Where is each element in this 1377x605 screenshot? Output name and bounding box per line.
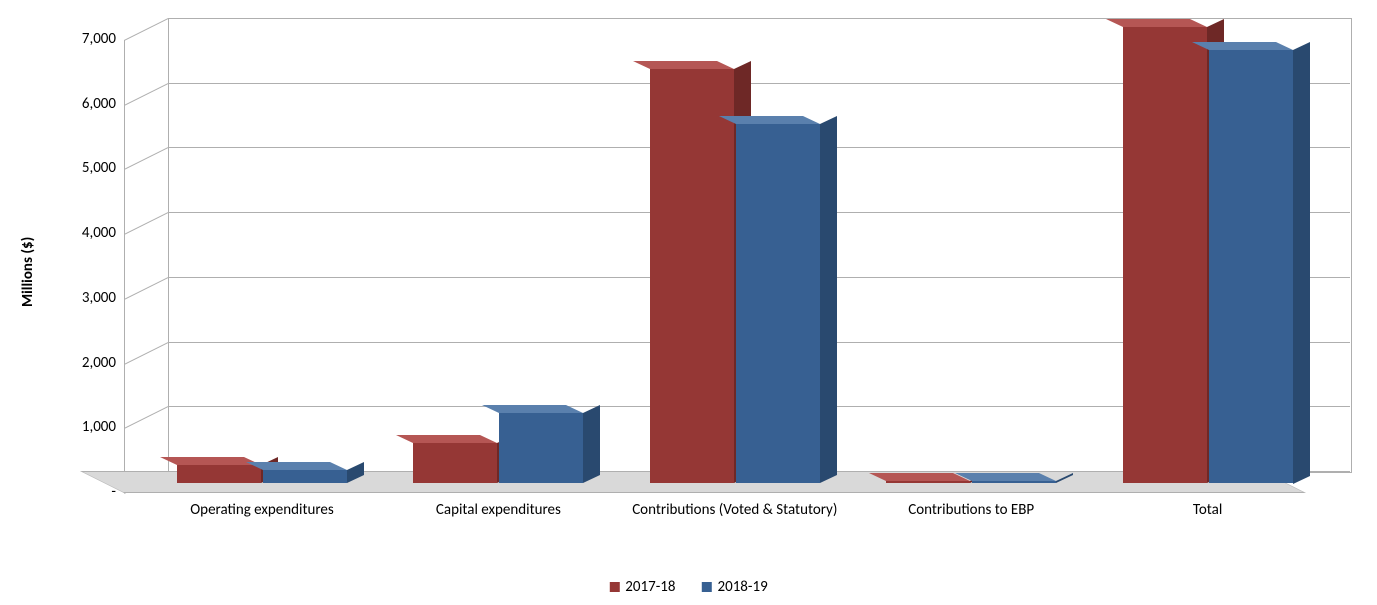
bar bbox=[413, 443, 497, 483]
gridline-side bbox=[124, 18, 168, 41]
gridline-side bbox=[124, 406, 168, 429]
bar bbox=[177, 465, 261, 483]
front-left-edge bbox=[124, 40, 125, 493]
bar bbox=[886, 481, 970, 483]
category-label: Contributions to EBP bbox=[866, 501, 1076, 519]
legend-item-2017-18: 2017-18 bbox=[609, 578, 675, 596]
bar bbox=[736, 124, 820, 483]
category-label: Capital expenditures bbox=[393, 501, 603, 519]
legend-swatch-2018-19 bbox=[702, 582, 712, 592]
bar bbox=[263, 470, 347, 483]
category-label: Operating expenditures bbox=[157, 501, 367, 519]
gridline-side bbox=[124, 83, 168, 106]
bar bbox=[499, 413, 583, 483]
legend-label-2018-19: 2018-19 bbox=[718, 578, 768, 596]
category-label: Total bbox=[1103, 501, 1313, 519]
bar bbox=[1209, 50, 1293, 484]
expenditures-bar3d-chart: Millions ($) -1,0002,0003,0004,0005,0006… bbox=[0, 0, 1377, 605]
gridline-side bbox=[124, 147, 168, 170]
legend-item-2018-19: 2018-19 bbox=[702, 578, 768, 596]
legend-swatch-2017-18 bbox=[609, 582, 619, 592]
bar bbox=[972, 481, 1056, 483]
bar bbox=[1123, 27, 1207, 483]
gridline-side bbox=[124, 212, 168, 235]
category-label: Contributions (Voted & Statutory) bbox=[630, 501, 840, 519]
chart-legend: 2017-18 2018-19 bbox=[609, 578, 767, 596]
bar bbox=[650, 69, 734, 483]
legend-label-2017-18: 2017-18 bbox=[625, 578, 675, 596]
gridline-side bbox=[124, 342, 168, 365]
gridline-side bbox=[124, 277, 168, 300]
